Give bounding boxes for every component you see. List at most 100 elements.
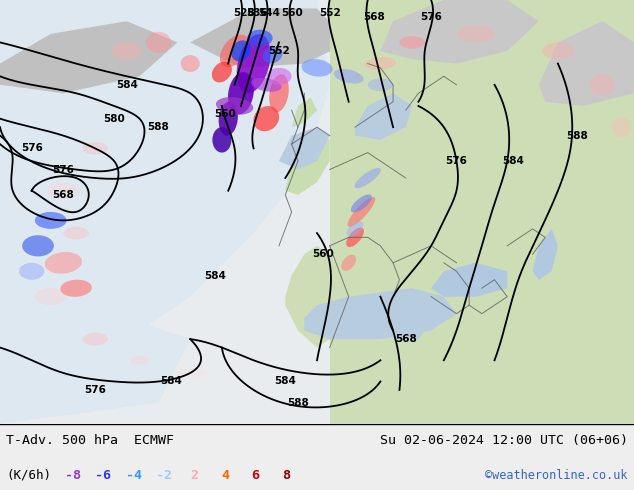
Text: 580: 580 — [103, 114, 125, 123]
Polygon shape — [330, 34, 431, 127]
Ellipse shape — [35, 288, 67, 305]
Ellipse shape — [542, 43, 574, 59]
Text: 576: 576 — [446, 156, 467, 166]
Text: 8: 8 — [282, 469, 290, 482]
Text: 576: 576 — [21, 144, 42, 153]
Text: 584: 584 — [275, 376, 296, 387]
Text: 584: 584 — [116, 80, 138, 90]
Polygon shape — [0, 0, 349, 424]
Ellipse shape — [111, 43, 143, 59]
Ellipse shape — [174, 369, 206, 377]
Polygon shape — [444, 119, 520, 187]
Ellipse shape — [19, 263, 44, 280]
Text: 552: 552 — [319, 8, 340, 18]
Ellipse shape — [612, 117, 631, 138]
Ellipse shape — [346, 227, 364, 247]
Text: 552: 552 — [268, 46, 290, 56]
Text: T-Adv. 500 hPa  ECMWF: T-Adv. 500 hPa ECMWF — [6, 434, 174, 447]
Text: 560: 560 — [214, 109, 236, 120]
Ellipse shape — [251, 78, 281, 92]
Ellipse shape — [219, 102, 238, 136]
Text: 588: 588 — [566, 131, 588, 141]
Text: -6: -6 — [95, 469, 112, 482]
Text: 528: 528 — [233, 8, 255, 18]
Text: (K/6h): (K/6h) — [6, 469, 51, 482]
Ellipse shape — [351, 195, 372, 213]
Ellipse shape — [354, 168, 381, 188]
Polygon shape — [539, 21, 634, 106]
Ellipse shape — [254, 106, 279, 131]
Ellipse shape — [63, 227, 89, 240]
Ellipse shape — [146, 32, 171, 53]
Text: 576: 576 — [84, 385, 106, 395]
Text: 2: 2 — [191, 469, 198, 482]
Polygon shape — [349, 0, 495, 51]
Polygon shape — [190, 8, 349, 68]
Ellipse shape — [347, 197, 375, 227]
Ellipse shape — [341, 255, 356, 271]
Text: ©weatheronline.co.uk: ©weatheronline.co.uk — [485, 469, 628, 482]
Text: 568: 568 — [395, 334, 417, 344]
Ellipse shape — [302, 59, 332, 76]
Ellipse shape — [368, 78, 393, 91]
Text: 560: 560 — [281, 8, 302, 18]
Ellipse shape — [48, 182, 79, 199]
Ellipse shape — [590, 74, 615, 96]
Text: 588: 588 — [148, 122, 169, 132]
Ellipse shape — [181, 55, 200, 72]
Ellipse shape — [22, 235, 54, 256]
Text: 560: 560 — [313, 249, 334, 259]
Ellipse shape — [456, 25, 495, 43]
Polygon shape — [349, 0, 634, 424]
Text: 568: 568 — [53, 190, 74, 200]
Ellipse shape — [247, 30, 273, 47]
Ellipse shape — [269, 74, 288, 112]
Text: 4: 4 — [221, 469, 229, 482]
Ellipse shape — [212, 62, 232, 82]
Text: 576: 576 — [420, 12, 442, 22]
Ellipse shape — [262, 47, 283, 63]
Polygon shape — [0, 318, 190, 424]
Ellipse shape — [82, 333, 108, 345]
Ellipse shape — [236, 34, 271, 93]
Ellipse shape — [399, 36, 425, 49]
Ellipse shape — [347, 221, 363, 237]
Text: 568: 568 — [363, 12, 385, 22]
Text: 576: 576 — [53, 165, 74, 174]
Text: -2: -2 — [156, 469, 172, 482]
Polygon shape — [380, 0, 539, 64]
Polygon shape — [355, 93, 412, 140]
Text: 536: 536 — [246, 8, 268, 18]
Text: 584: 584 — [503, 156, 524, 166]
Text: 588: 588 — [287, 398, 309, 408]
Ellipse shape — [212, 127, 231, 152]
Polygon shape — [0, 0, 330, 360]
Polygon shape — [279, 127, 330, 170]
Text: Su 02-06-2024 12:00 UTC (06+06): Su 02-06-2024 12:00 UTC (06+06) — [380, 434, 628, 447]
Polygon shape — [304, 288, 456, 339]
Ellipse shape — [45, 252, 82, 273]
Text: -4: -4 — [126, 469, 142, 482]
Polygon shape — [393, 305, 431, 339]
Ellipse shape — [216, 97, 253, 115]
Text: -8: -8 — [65, 469, 81, 482]
Polygon shape — [292, 98, 317, 127]
Text: 544: 544 — [259, 8, 280, 18]
Polygon shape — [330, 0, 634, 424]
Ellipse shape — [82, 142, 108, 155]
Ellipse shape — [365, 57, 396, 70]
Polygon shape — [431, 263, 507, 297]
Ellipse shape — [60, 280, 92, 297]
Ellipse shape — [228, 72, 254, 114]
Text: 6: 6 — [252, 469, 259, 482]
Ellipse shape — [266, 68, 292, 85]
Ellipse shape — [130, 356, 149, 365]
Ellipse shape — [35, 212, 67, 229]
Ellipse shape — [231, 40, 250, 61]
Polygon shape — [0, 21, 178, 93]
Polygon shape — [533, 229, 558, 280]
Text: 584: 584 — [205, 270, 226, 280]
Ellipse shape — [220, 35, 249, 67]
Text: 584: 584 — [160, 376, 182, 387]
Polygon shape — [285, 246, 330, 347]
